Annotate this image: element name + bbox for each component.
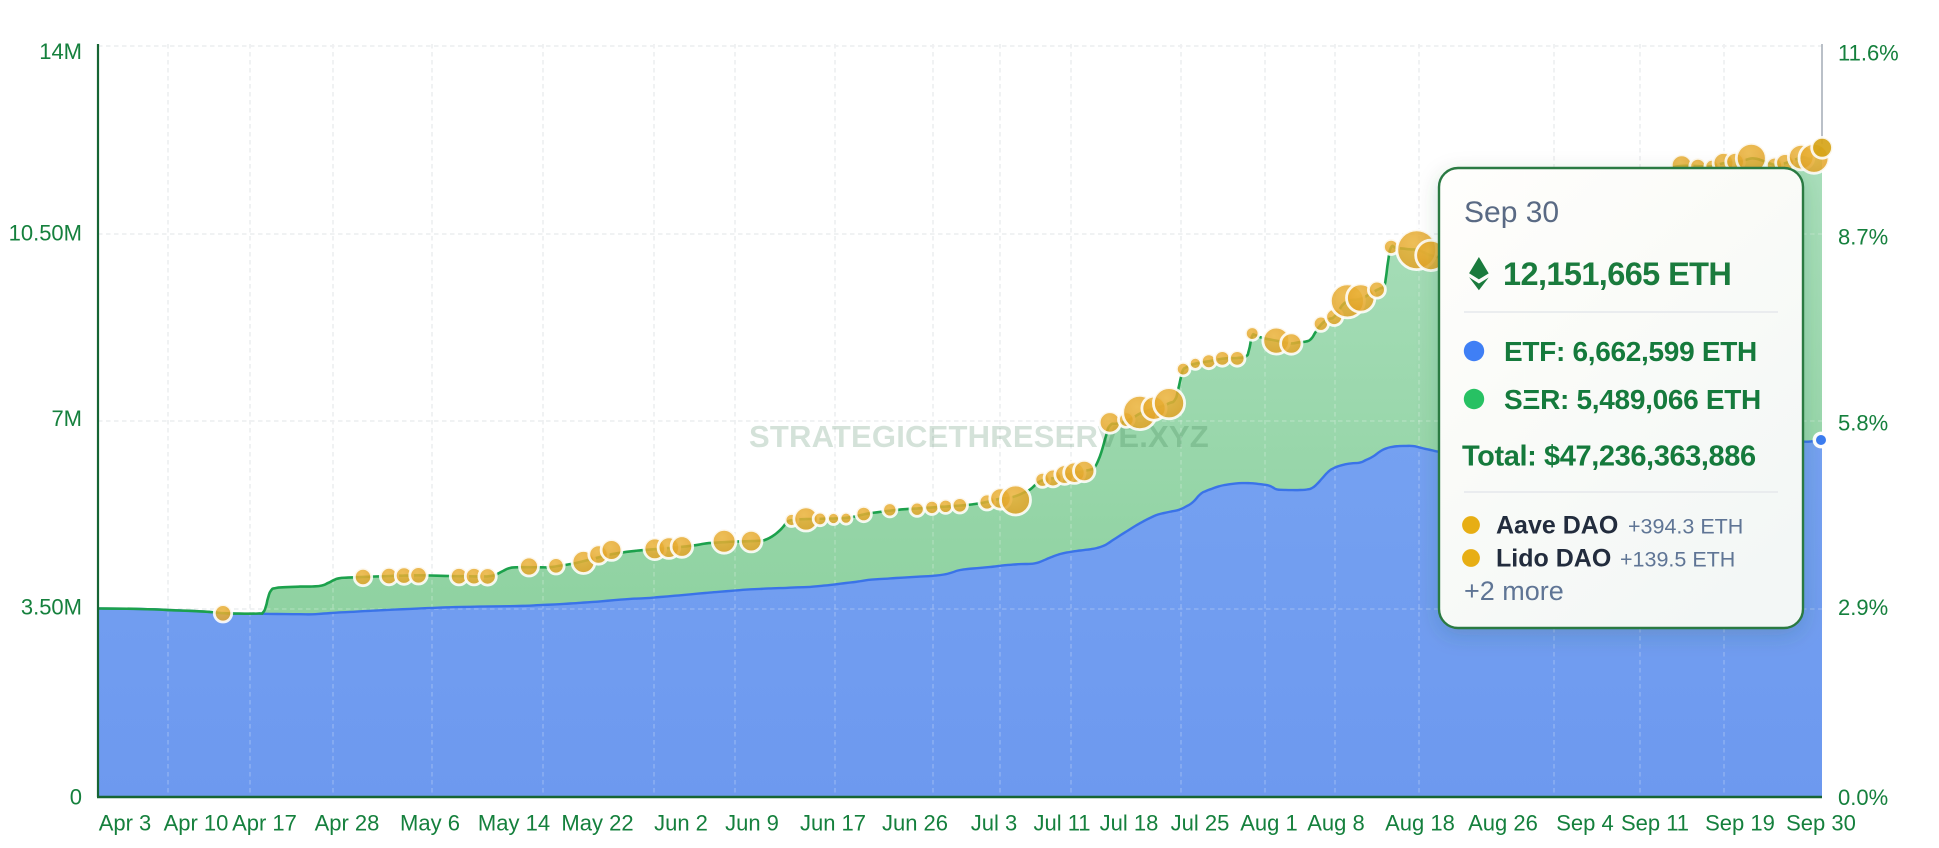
svg-text:Aug 18: Aug 18 [1385,811,1455,836]
svg-text:Sep 4: Sep 4 [1556,811,1614,836]
svg-text:Sep 19: Sep 19 [1705,811,1775,836]
svg-text:Sep 11: Sep 11 [1621,811,1689,836]
svg-text:Jun 2: Jun 2 [654,811,708,836]
svg-text:Jun 26: Jun 26 [882,811,948,836]
svg-text:+2 more: +2 more [1464,576,1564,606]
svg-text:Sep 30: Sep 30 [1786,811,1856,836]
svg-text:Aug 8: Aug 8 [1307,811,1365,836]
svg-text:Jul 25: Jul 25 [1171,811,1230,836]
svg-text:Apr 3: Apr 3 [99,811,152,836]
svg-text:Jul 3: Jul 3 [971,811,1017,836]
svg-text:10.50M: 10.50M [9,221,82,246]
svg-text:Jul 18: Jul 18 [1100,811,1159,836]
svg-text:0.0%: 0.0% [1838,785,1888,810]
svg-text:3.50M: 3.50M [21,595,82,620]
svg-text:Apr 10: Apr 10 [164,811,229,836]
svg-text:ETF: 6,662,599 ETH: ETF: 6,662,599 ETH [1504,336,1757,367]
svg-text:14M: 14M [39,39,82,64]
svg-text:May 22: May 22 [561,811,633,836]
svg-text:Jun 9: Jun 9 [725,811,779,836]
svg-text:Apr 28: Apr 28 [315,811,380,836]
svg-text:SΞR: 5,489,066 ETH: SΞR: 5,489,066 ETH [1504,384,1761,415]
svg-text:11.6%: 11.6% [1838,41,1899,66]
svg-text:Apr 17: Apr 17 [232,811,297,836]
svg-text:Lido DAO: Lido DAO [1496,545,1611,573]
svg-text:Total: $47,236,363,886: Total: $47,236,363,886 [1462,441,1756,473]
svg-text:Sep 30: Sep 30 [1464,196,1559,229]
svg-text:12,151,665 ETH: 12,151,665 ETH [1503,256,1731,292]
svg-text:Aug 26: Aug 26 [1468,811,1538,836]
svg-text:Jun 17: Jun 17 [800,811,866,836]
svg-text:2.9%: 2.9% [1838,595,1888,620]
svg-text:0: 0 [70,785,82,810]
svg-text:+394.3 ETH: +394.3 ETH [1628,515,1743,539]
svg-text:May 6: May 6 [400,811,460,836]
svg-text:Aave DAO: Aave DAO [1496,512,1618,540]
svg-text:8.7%: 8.7% [1838,225,1888,250]
svg-text:Jul 11: Jul 11 [1033,811,1090,836]
svg-text:5.8%: 5.8% [1838,411,1888,436]
svg-text:7M: 7M [51,406,82,431]
svg-text:+139.5 ETH: +139.5 ETH [1620,548,1735,572]
svg-text:May 14: May 14 [478,811,550,836]
svg-text:Aug 1: Aug 1 [1240,811,1298,836]
